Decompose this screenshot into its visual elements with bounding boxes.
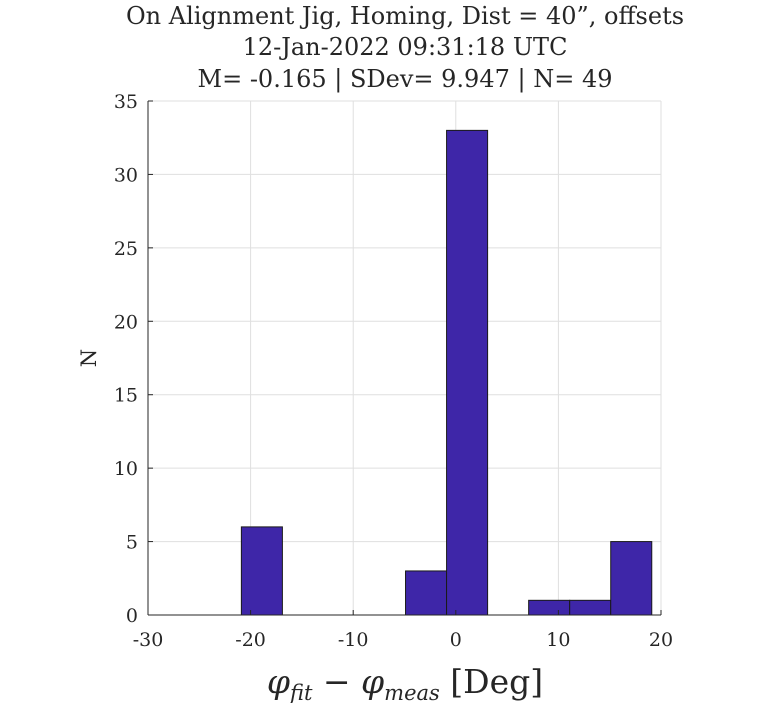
histogram-bar: [240, 526, 283, 616]
chart-title-line-2: 12-Jan-2022 09:31:18 UTC: [243, 33, 568, 61]
y-tick-label: 15: [114, 385, 138, 407]
histogram-bar: [610, 541, 653, 616]
x-axis-label: φfit − φmeas [Deg]: [267, 662, 543, 703]
x-axis-label-phi-meas: φ: [361, 662, 384, 701]
y-tick-label: 35: [114, 91, 138, 113]
y-axis-label: N: [77, 349, 101, 367]
axes: [147, 100, 662, 616]
y-tick-label: 20: [114, 311, 138, 333]
chart-title-line-3: M= -0.165 | SDev= 9.947 | N= 49: [198, 65, 613, 94]
grid-lines: [147, 100, 662, 616]
histogram-bars: [240, 129, 653, 616]
histogram-bar: [569, 599, 612, 616]
x-tick-label: 20: [649, 629, 673, 651]
x-tick-label: -30: [133, 629, 164, 651]
x-axis-label-sub-fit: fit: [288, 681, 313, 703]
x-tick-labels: -30 -20 -10 0 10 20: [133, 629, 673, 651]
x-tick-label: -10: [338, 629, 369, 651]
x-axis-label-minus: −: [312, 662, 361, 701]
y-tick-label: 0: [126, 605, 138, 627]
histogram-bar: [405, 570, 448, 616]
y-tick-label: 25: [114, 238, 138, 260]
y-tick-labels: 0 5 10 15 20 25 30 35: [114, 91, 138, 627]
histogram-bar: [528, 599, 571, 616]
x-axis-label-sub-meas: meas: [384, 681, 440, 703]
y-tick-label: 10: [114, 458, 138, 480]
histogram-bar: [446, 129, 489, 616]
x-axis-label-phi-fit: φ: [267, 662, 290, 701]
x-tick-label: 10: [546, 629, 570, 651]
x-tick-label: 0: [450, 629, 462, 651]
y-tick-label: 5: [126, 532, 138, 554]
x-tick-label: -20: [235, 629, 266, 651]
y-tick-label: 30: [114, 164, 138, 186]
x-axis-label-unit: [Deg]: [440, 662, 543, 701]
chart-title-line-1: On Alignment Jig, Homing, Dist = 40”, of…: [126, 2, 684, 30]
